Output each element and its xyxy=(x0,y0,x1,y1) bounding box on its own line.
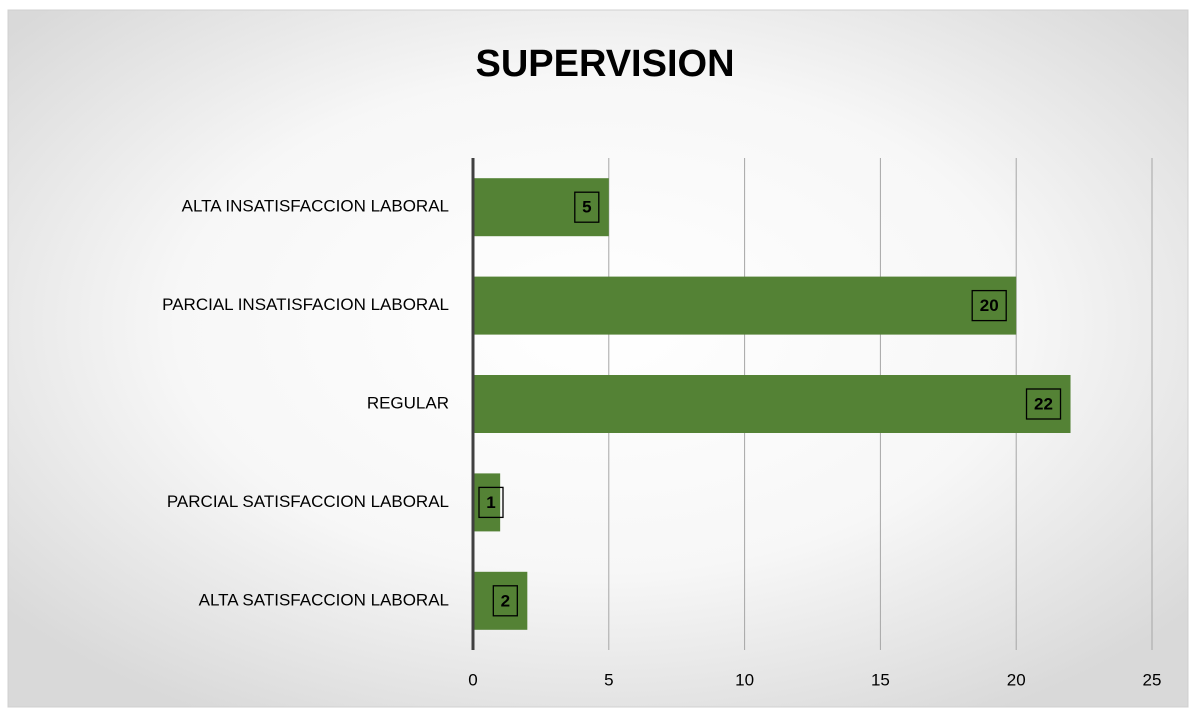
y-tick-label: ALTA SATISFACCION LABORAL xyxy=(199,590,449,609)
y-tick-label: PARCIAL SATISFACCION LABORAL xyxy=(167,492,449,511)
y-tick-label: PARCIAL INSATISFACION LABORAL xyxy=(162,295,449,314)
data-label: 1 xyxy=(486,493,495,512)
x-tick-label: 10 xyxy=(735,670,754,689)
x-tick-label: 20 xyxy=(1007,670,1026,689)
data-label: 5 xyxy=(582,198,591,217)
x-tick-label: 15 xyxy=(871,670,890,689)
data-label-box xyxy=(574,191,600,223)
bar xyxy=(473,571,528,630)
bar xyxy=(473,276,1017,335)
data-label: 20 xyxy=(980,296,999,315)
data-label: 2 xyxy=(501,591,510,610)
x-tick-label: 5 xyxy=(604,670,613,689)
data-label-box xyxy=(492,585,518,617)
bar xyxy=(473,375,1071,433)
x-tick-label: 0 xyxy=(468,670,477,689)
bar xyxy=(473,473,501,532)
data-label: 22 xyxy=(1034,394,1053,413)
data-label-box xyxy=(478,486,504,519)
x-tick-label: 25 xyxy=(1143,670,1162,689)
data-label-box xyxy=(971,289,1007,322)
chart-background xyxy=(7,9,1189,708)
bar xyxy=(473,178,609,237)
chart-title: SUPERVISION xyxy=(475,43,734,85)
y-tick-label: ALTA INSATISFACCION LABORAL xyxy=(182,197,449,216)
data-label-box xyxy=(1025,388,1062,420)
y-tick-label: REGULAR xyxy=(367,393,449,412)
